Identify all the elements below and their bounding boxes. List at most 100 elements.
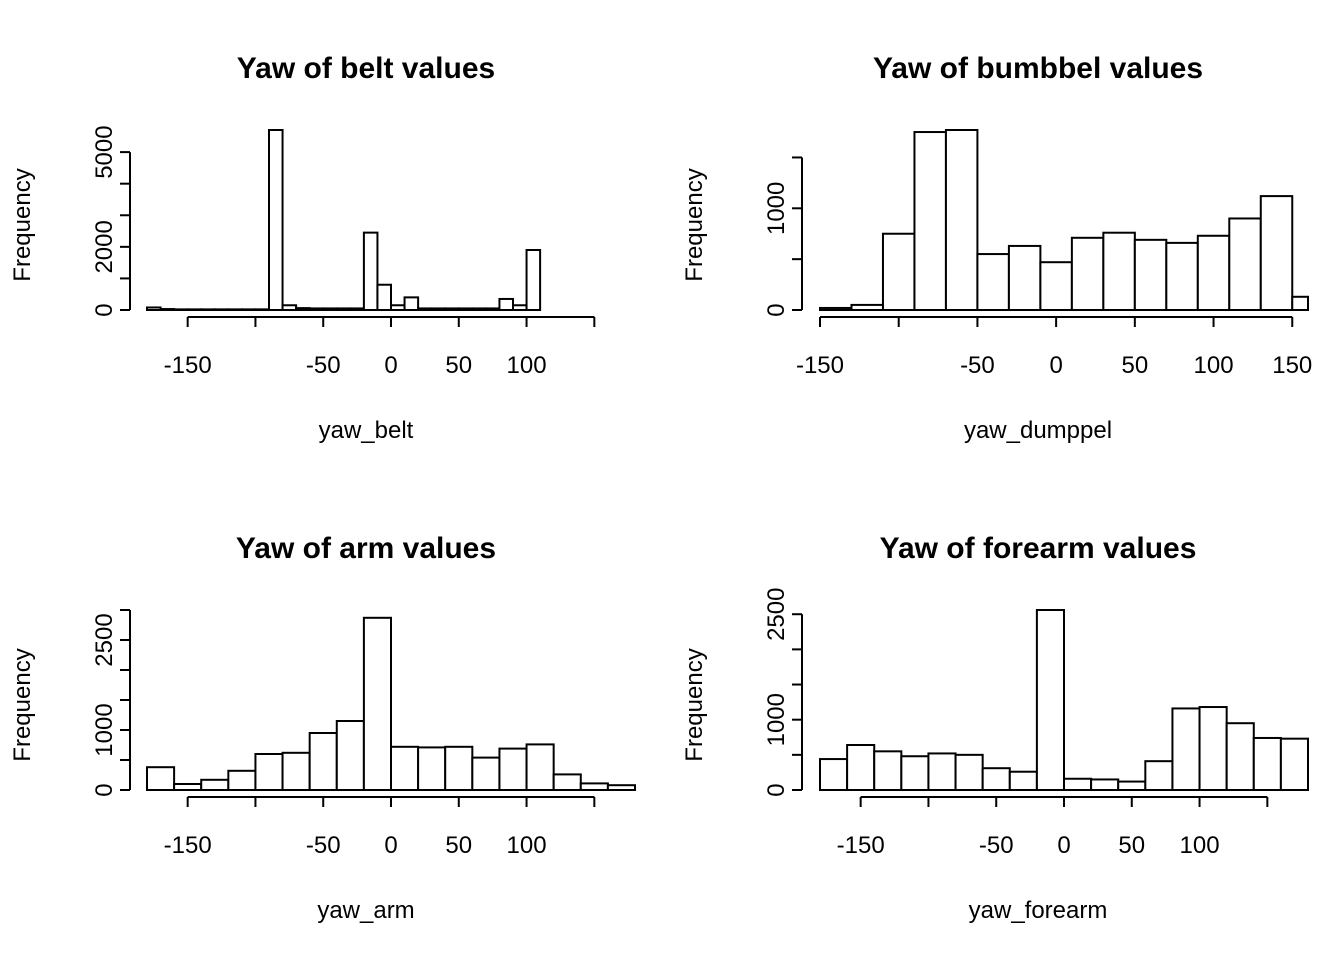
x-tick-label: 0 <box>384 352 397 379</box>
histogram-bar <box>240 308 257 311</box>
histogram-bar <box>1102 231 1136 311</box>
histogram-bar <box>1279 737 1310 791</box>
histogram-bar <box>430 307 447 311</box>
x-tick-label: 100 <box>1180 832 1220 859</box>
x-tick-label: 50 <box>1118 832 1145 859</box>
x-tick-label: 50 <box>1121 352 1148 379</box>
panel-title: Yaw of belt values <box>237 52 495 85</box>
histogram-bar <box>1090 778 1120 791</box>
histogram-bar <box>944 129 979 311</box>
histogram-bar <box>1165 241 1199 312</box>
histogram-bar <box>390 304 406 311</box>
histogram-bar <box>281 304 298 311</box>
histogram-bar <box>819 758 849 791</box>
y-tick-label: 0 <box>763 783 790 796</box>
histogram-bar <box>1144 760 1174 791</box>
histogram-bar <box>913 131 947 311</box>
histogram-bar <box>457 307 474 311</box>
histogram-bar <box>173 308 189 311</box>
y-axis: 0 1000 2500 <box>763 588 803 797</box>
y-tick-label: 1000 <box>91 703 118 756</box>
histogram-bars <box>146 616 637 792</box>
histogram-bar <box>1228 217 1262 311</box>
histogram-bar <box>390 745 420 791</box>
histogram-bars <box>819 609 1310 791</box>
x-tick-label: -150 <box>837 832 885 859</box>
x-axis-label: yaw_dumppel <box>964 417 1112 444</box>
histogram-bar <box>1252 736 1282 791</box>
histogram-bar <box>186 308 203 311</box>
x-tick-label: 150 <box>1272 352 1312 379</box>
histogram-bar <box>498 297 515 311</box>
x-axis-label: yaw_belt <box>319 417 414 444</box>
x-tick-label: -150 <box>164 832 212 859</box>
y-axis: 0 2000 5000 <box>91 125 131 317</box>
histogram-bar <box>417 307 433 311</box>
histogram-bar <box>349 307 365 311</box>
y-tick-label: 5000 <box>91 125 118 178</box>
histogram-bar <box>1133 238 1168 311</box>
x-axis: -150 -50 0 50 100 <box>164 316 596 379</box>
panel-yaw-dumbbell: Yaw of bumbbel values yaw_dumppel Freque… <box>681 52 1312 444</box>
histogram-bar <box>295 307 311 311</box>
x-axis-label: yaw_forearm <box>969 897 1108 924</box>
histogram-bar <box>308 732 338 791</box>
panel-yaw-arm: Yaw of arm values yaw_arm Frequency -150… <box>9 532 637 924</box>
histogram-bar <box>850 303 884 311</box>
histogram-bar <box>819 306 853 311</box>
histogram-bar <box>498 747 528 791</box>
x-tick-label: -50 <box>306 352 341 379</box>
histogram-bar <box>146 306 162 312</box>
x-tick-label: 50 <box>445 352 472 379</box>
histogram-bar <box>1259 195 1294 312</box>
histogram-bar <box>1225 722 1255 791</box>
histogram-bar <box>873 750 903 791</box>
y-axis-label: Frequency <box>9 168 36 281</box>
histogram-bar <box>254 308 270 311</box>
histogram-bar <box>444 307 460 311</box>
x-tick-label: -150 <box>796 352 844 379</box>
histogram-bar <box>362 231 379 311</box>
histogram-bar <box>1039 261 1073 312</box>
histogram-bar <box>954 753 984 791</box>
histogram-bar <box>1007 244 1042 311</box>
histogram-bar <box>1070 236 1105 312</box>
histogram-bar <box>227 308 243 311</box>
histogram-bar <box>254 753 284 791</box>
histogram-bar <box>376 283 393 312</box>
y-tick-label: 0 <box>91 783 118 796</box>
histogram-bar <box>976 253 1010 311</box>
histogram-bar <box>900 755 930 791</box>
x-tick-label: -50 <box>306 832 341 859</box>
panel-title: Yaw of forearm values <box>880 532 1197 565</box>
histogram-bar <box>1117 780 1147 791</box>
histogram-bar <box>362 616 392 791</box>
histogram-bar <box>268 129 284 311</box>
histogram-bar <box>846 744 876 791</box>
histogram-bar <box>417 746 447 792</box>
histogram-bar <box>1035 609 1066 791</box>
histogram-bar <box>227 769 257 791</box>
x-axis: -150 -50 0 50 100 <box>837 796 1269 859</box>
y-tick-label: 2500 <box>91 613 118 666</box>
histogram-bar <box>981 767 1011 791</box>
histogram-bar <box>579 782 609 792</box>
panel-yaw-forearm: Yaw of forearm values yaw_forearm Freque… <box>681 532 1310 924</box>
y-tick-label: 2500 <box>763 588 790 641</box>
histogram-bar <box>1291 295 1309 312</box>
histogram-bar <box>881 232 916 312</box>
y-axis-label: Frequency <box>681 168 708 281</box>
histogram-bar <box>1171 707 1201 791</box>
histogram-bar <box>525 249 542 311</box>
histogram-bar <box>552 773 582 792</box>
panel-title: Yaw of bumbbel values <box>873 52 1203 85</box>
x-axis: -150 -50 0 50 100 <box>164 796 596 859</box>
y-axis-label: Frequency <box>681 648 708 761</box>
x-tick-label: 100 <box>507 352 547 379</box>
x-tick-label: 0 <box>1049 352 1062 379</box>
histogram-bar <box>525 743 555 792</box>
histogram-bars <box>146 129 542 312</box>
y-tick-label: 0 <box>91 303 118 316</box>
y-axis-label: Frequency <box>9 648 36 761</box>
histogram-bars <box>819 129 1309 312</box>
